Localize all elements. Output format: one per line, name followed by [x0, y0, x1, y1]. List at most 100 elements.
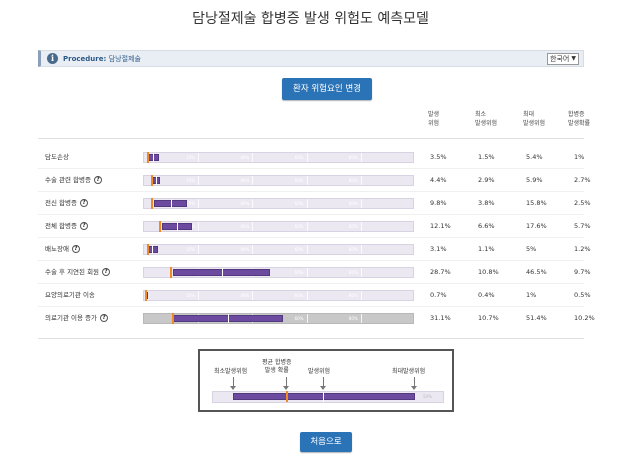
track-tick: [252, 291, 254, 300]
risk-marker: [152, 245, 153, 254]
legend-arrow-avg: [286, 377, 287, 387]
help-icon[interactable]: ?: [94, 176, 102, 184]
track-tick: [252, 222, 254, 231]
track-tick: [198, 222, 200, 231]
avg-marker: [147, 244, 149, 255]
track-tick-label: 80%: [348, 247, 358, 252]
track-tick-label: 60%: [294, 201, 304, 206]
track-tick: [360, 153, 362, 162]
row-label-text: 배뇨장애: [45, 245, 69, 253]
track-tick-label: 40%: [240, 178, 250, 183]
track-tick: [198, 176, 200, 185]
value-risk: 3.1%: [430, 245, 447, 253]
avg-marker: [151, 198, 153, 209]
value-max: 5%: [526, 245, 537, 253]
track-tick: [360, 268, 362, 277]
value-min: 0.4%: [478, 291, 495, 299]
value-max: 46.5%: [526, 268, 547, 276]
row-label: 수술 후 지연된 회원?: [45, 265, 111, 279]
language-value: 한국어: [550, 55, 570, 63]
risk-range-bar: [154, 200, 187, 207]
row-divider: [38, 260, 584, 261]
value-avg: 0.5%: [574, 291, 591, 299]
row-label: 전신 합병증?: [45, 196, 88, 210]
help-icon[interactable]: ?: [102, 268, 111, 276]
help-icon[interactable]: ?: [79, 222, 88, 230]
value-max: 5.4%: [526, 153, 543, 161]
value-risk: 31.1%: [430, 314, 451, 322]
row-label-text: 담도손상: [45, 153, 69, 161]
legend-arrow-min: [233, 377, 234, 387]
page-title: 담낭절제술 합병증 발생 위험도 예측모델: [192, 11, 429, 27]
track-tick: [252, 153, 254, 162]
value-min: 2.9%: [478, 176, 495, 184]
track-tick: [360, 314, 362, 323]
track-tick: [252, 199, 254, 208]
track-tick-label: 80%: [348, 178, 358, 183]
row-divider: [38, 168, 584, 169]
track-tick-label: 60%: [294, 293, 304, 298]
row-divider: [38, 191, 584, 192]
track-tick: [198, 245, 200, 254]
legend-risk-label: 발생위험: [308, 368, 331, 375]
track-tick: [360, 291, 362, 300]
legend-arrow-max: [414, 377, 415, 387]
change-risk-button[interactable]: 환자 위험요인 변경: [282, 78, 372, 100]
procedure-bar: i Procedure: 담낭절제술 한국어 ▼: [38, 50, 584, 67]
avg-marker: [151, 175, 153, 186]
legend-arrowhead-avg: [283, 386, 289, 390]
risk-track: 20%40%60%80%: [143, 152, 414, 163]
track-tick-label: 60%: [294, 247, 304, 252]
row-label-text: 전체 합병증: [45, 222, 77, 230]
avg-marker: [172, 313, 174, 324]
track-tick-label: 20%: [186, 247, 196, 252]
home-button[interactable]: 처음으로: [300, 432, 352, 452]
track-tick-label: 40%: [240, 247, 250, 252]
value-min: 10.7%: [478, 314, 499, 322]
risk-marker: [228, 314, 229, 323]
track-tick: [360, 199, 362, 208]
track-tick-label: 80%: [348, 155, 358, 160]
track-tick: [306, 176, 308, 185]
value-risk: 3.5%: [430, 153, 447, 161]
row-divider: [38, 214, 584, 215]
track-tick-label: 20%: [186, 293, 196, 298]
row-label: 수술 관련 합병증?: [45, 173, 102, 187]
value-max: 17.6%: [526, 222, 547, 230]
procedure-name: 담낭절제술: [108, 55, 141, 63]
track-tick: [306, 291, 308, 300]
value-risk: 28.7%: [430, 268, 451, 276]
help-icon[interactable]: ?: [99, 314, 108, 322]
track-tick-label: 60%: [294, 224, 304, 229]
risk-track: 20%40%60%80%: [143, 313, 414, 324]
row-label: 의료기관 이용 증가?: [45, 311, 108, 325]
risk-track: 20%40%60%80%: [143, 175, 414, 186]
row-label: 담도손상: [45, 150, 69, 164]
value-max: 5.9%: [526, 176, 543, 184]
track-tick-label: 20%: [186, 201, 196, 206]
row-label: 요양의료기관 이송: [45, 288, 95, 302]
row-divider: [38, 283, 584, 284]
track-tick-label: 20%: [186, 155, 196, 160]
risk-marker: [177, 222, 178, 231]
risk-marker: [156, 176, 157, 185]
value-risk: 0.7%: [430, 291, 447, 299]
row-divider: [38, 237, 584, 238]
track-tick-label: 60%: [294, 270, 304, 275]
track-tick-label: 60%: [294, 316, 304, 321]
help-icon[interactable]: ?: [79, 199, 88, 207]
track-tick-label: 80%: [348, 201, 358, 206]
row-label-text: 전신 합병증: [45, 199, 77, 207]
track-tick-label: 80%: [348, 316, 358, 321]
value-avg: 9.7%: [574, 268, 591, 276]
value-min: 1.5%: [478, 153, 495, 161]
row-label: 배뇨장애?: [45, 242, 80, 256]
legend-avg-label: 평균 합병증 발생 확률: [262, 359, 292, 374]
track-tick: [198, 291, 200, 300]
track-tick: [306, 222, 308, 231]
help-icon[interactable]: ?: [71, 245, 80, 253]
track-tick: [252, 176, 254, 185]
risk-range-bar: [173, 269, 270, 276]
language-select[interactable]: 한국어 ▼: [547, 53, 579, 65]
value-avg: 10.2%: [574, 314, 595, 322]
